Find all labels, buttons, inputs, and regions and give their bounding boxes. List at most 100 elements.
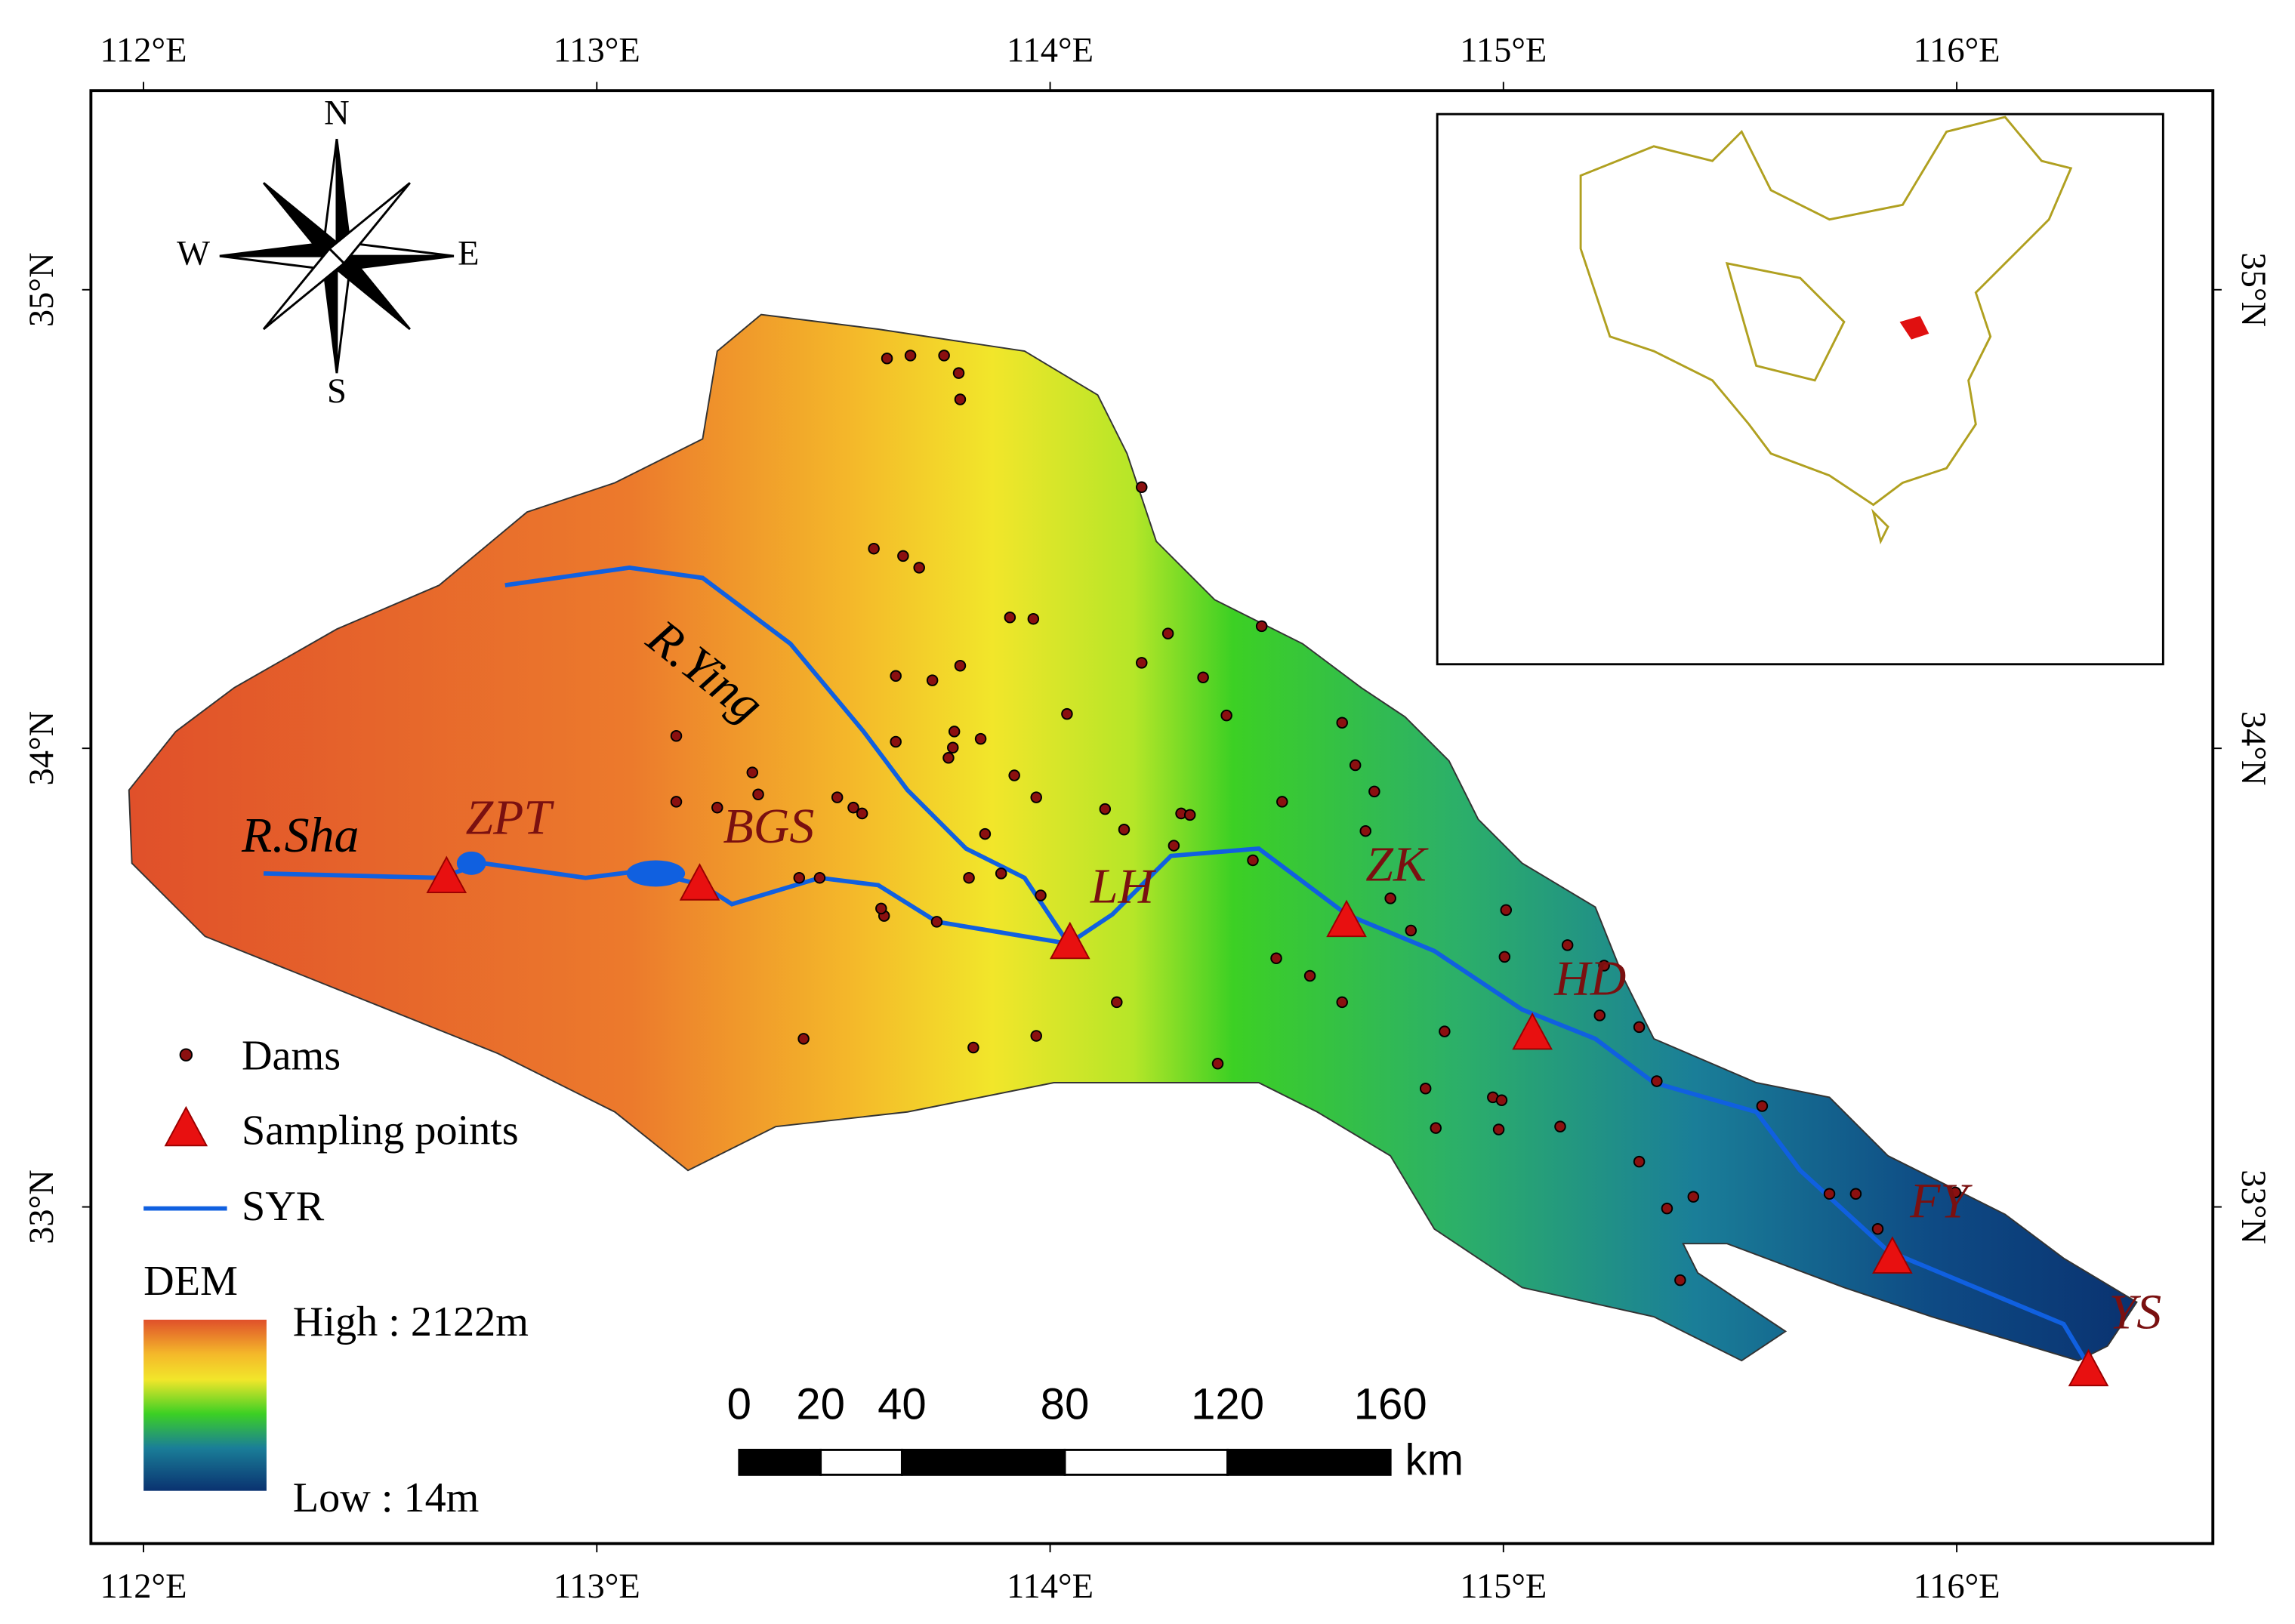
dam: [1336, 716, 1348, 729]
dam: [1336, 996, 1348, 1009]
sampling-points: ZPT BGS LH ZK HD FY YS: [426, 790, 2161, 1387]
dam: [890, 735, 902, 748]
dem-title: DEM: [143, 1258, 238, 1305]
dam: [1211, 1058, 1224, 1070]
scale-segment: [1226, 1448, 1392, 1476]
legend-dam: [179, 1048, 193, 1062]
legend-label: Sampling points: [242, 1107, 519, 1154]
dam: [1651, 1075, 1663, 1087]
dam: [1495, 1094, 1508, 1107]
dam: [813, 871, 826, 884]
x-tick-label: 112°E: [100, 31, 187, 69]
compass-label: N: [324, 94, 350, 133]
y-tick-label: 35°N: [2234, 252, 2272, 327]
dam: [1633, 1021, 1646, 1034]
dam: [1247, 854, 1259, 867]
dam: [930, 916, 943, 928]
reservoir: [456, 851, 486, 875]
dam: [1500, 904, 1513, 917]
inset-study-area: [1899, 316, 1929, 340]
compass: [219, 138, 455, 374]
sampling-point: [1872, 1236, 1913, 1274]
dam: [670, 729, 683, 742]
dam: [1004, 612, 1016, 624]
dam: [938, 350, 950, 362]
dam: [1661, 1202, 1673, 1215]
sampling-point: [679, 863, 720, 901]
dam: [1168, 840, 1180, 852]
x-tick-label: 116°E: [1914, 31, 2000, 69]
dam: [995, 867, 1007, 880]
dam: [1492, 1123, 1505, 1136]
dam: [1498, 951, 1511, 963]
x-tick-label: 113°E: [554, 31, 640, 69]
sampling-point: [1049, 921, 1090, 960]
dam: [913, 562, 925, 574]
dam: [1949, 1186, 1961, 1199]
dam: [926, 674, 939, 686]
dam: [1220, 709, 1232, 722]
dam: [831, 791, 844, 803]
dam: [963, 871, 975, 884]
dam: [711, 801, 723, 814]
dam: [1561, 939, 1574, 951]
x-tick-label: 112°E: [100, 1567, 187, 1606]
dam: [1368, 785, 1380, 798]
reservoir: [626, 860, 686, 887]
compass-label: W: [177, 235, 210, 273]
dam: [1027, 612, 1040, 625]
river-label: R.Sha: [241, 808, 359, 863]
dem-high: High : 2122m: [293, 1299, 529, 1345]
scale-label: 120: [1191, 1380, 1264, 1429]
scale-segment: [819, 1448, 903, 1476]
dam: [875, 902, 887, 915]
legend-label: SYR: [242, 1183, 325, 1230]
dam: [1035, 889, 1047, 901]
dam: [952, 367, 965, 379]
inset-china: [1579, 116, 2073, 545]
dams: [670, 350, 1961, 1287]
dam: [1135, 481, 1148, 494]
scale-unit: km: [1405, 1435, 1464, 1484]
x-tick-label: 115°E: [1460, 1567, 1547, 1606]
dam: [897, 550, 909, 562]
dam: [1359, 824, 1371, 837]
x-tick-label: 114°E: [1007, 1567, 1094, 1606]
dam: [1111, 996, 1123, 1009]
dam: [1823, 1188, 1836, 1200]
river: [504, 565, 1071, 945]
dam: [967, 1041, 979, 1054]
dam: [904, 350, 917, 362]
compass-label: S: [327, 372, 347, 411]
y-tick-label: 33°N: [2234, 1169, 2272, 1244]
dem-ramp: [143, 1319, 267, 1491]
dam: [746, 766, 759, 778]
dam: [1030, 791, 1042, 803]
y-tick-label: 34°N: [23, 711, 61, 786]
inset-frame: [1436, 112, 2164, 666]
dam: [1161, 627, 1174, 639]
scale-segment: [1063, 1448, 1229, 1476]
scale-segment: [900, 1448, 1066, 1476]
site-label: FY: [1909, 1173, 1973, 1228]
dam: [942, 752, 955, 764]
dam: [1135, 657, 1148, 669]
dam: [1439, 1025, 1451, 1037]
dam: [1674, 1274, 1686, 1287]
dem-low: Low : 14m: [293, 1475, 480, 1521]
y-tick-label: 33°N: [23, 1169, 61, 1244]
dam: [974, 732, 987, 745]
sampling-point: [1512, 1012, 1553, 1050]
dam: [1849, 1188, 1862, 1200]
dam: [1030, 1030, 1042, 1042]
site-label: ZPT: [465, 790, 554, 846]
dam: [868, 542, 880, 555]
dam: [1183, 809, 1196, 821]
dam: [1061, 707, 1073, 720]
dam: [793, 871, 806, 884]
scale-label: 0: [727, 1380, 751, 1429]
dam: [1405, 924, 1417, 937]
dam: [1349, 759, 1362, 772]
